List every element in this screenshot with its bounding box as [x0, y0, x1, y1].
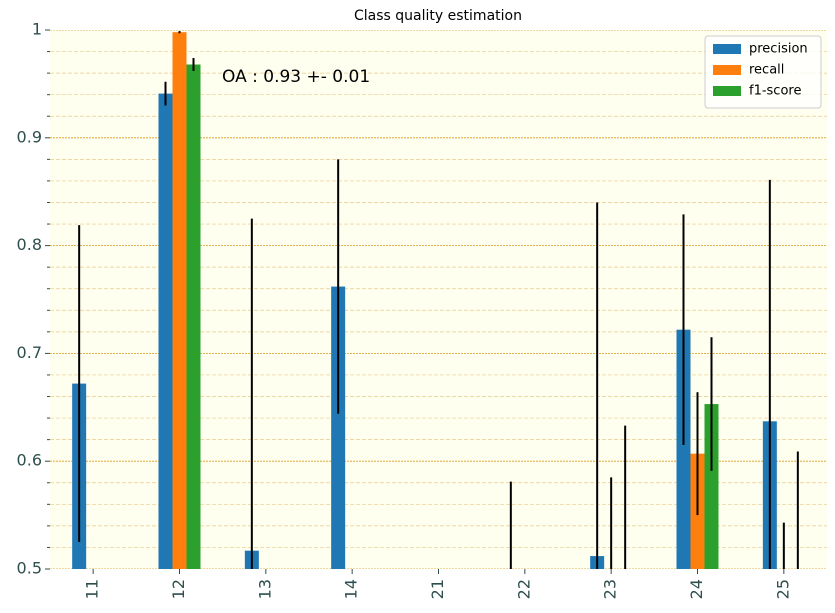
- bar: [618, 569, 632, 613]
- x-tick-label: 21: [428, 579, 447, 599]
- y-tick-label: 0.9: [17, 127, 42, 146]
- x-tick-label: 24: [687, 579, 706, 599]
- x-tick-label: 14: [342, 579, 361, 599]
- bar: [331, 286, 346, 569]
- bar: [532, 569, 546, 613]
- bar: [704, 404, 719, 569]
- plot: [50, 30, 827, 613]
- x-tick-label: 22: [514, 579, 533, 599]
- bar: [186, 64, 201, 569]
- bar: [158, 93, 173, 569]
- y-tick-label: 0.5: [17, 559, 42, 578]
- y-tick-label: 1: [32, 20, 42, 39]
- bar: [273, 569, 287, 613]
- x-tick-label: 12: [169, 579, 188, 599]
- bar: [791, 569, 805, 613]
- bar: [676, 329, 691, 569]
- y-tick-label: 0.6: [17, 451, 42, 470]
- legend-label: f1-score: [749, 84, 801, 99]
- annotation: OA : 0.93 +- 0.01: [222, 67, 370, 87]
- bar: [446, 569, 460, 613]
- bar: [100, 569, 114, 613]
- chart-title: Class quality estimation: [354, 8, 522, 24]
- bar: [359, 569, 373, 613]
- x-tick-label: 23: [601, 579, 620, 599]
- legend-swatch: [713, 44, 741, 54]
- x-tick-label: 13: [255, 579, 274, 599]
- legend-label: recall: [749, 63, 784, 78]
- x-tick-label: 25: [773, 579, 792, 599]
- x-tick-label: 11: [83, 579, 102, 599]
- y-tick-label: 0.7: [17, 343, 42, 362]
- legend-swatch: [713, 86, 741, 96]
- bar: [172, 32, 187, 569]
- legend-swatch: [713, 65, 741, 75]
- legend-label: precision: [749, 42, 808, 57]
- y-tick-label: 0.8: [17, 235, 42, 254]
